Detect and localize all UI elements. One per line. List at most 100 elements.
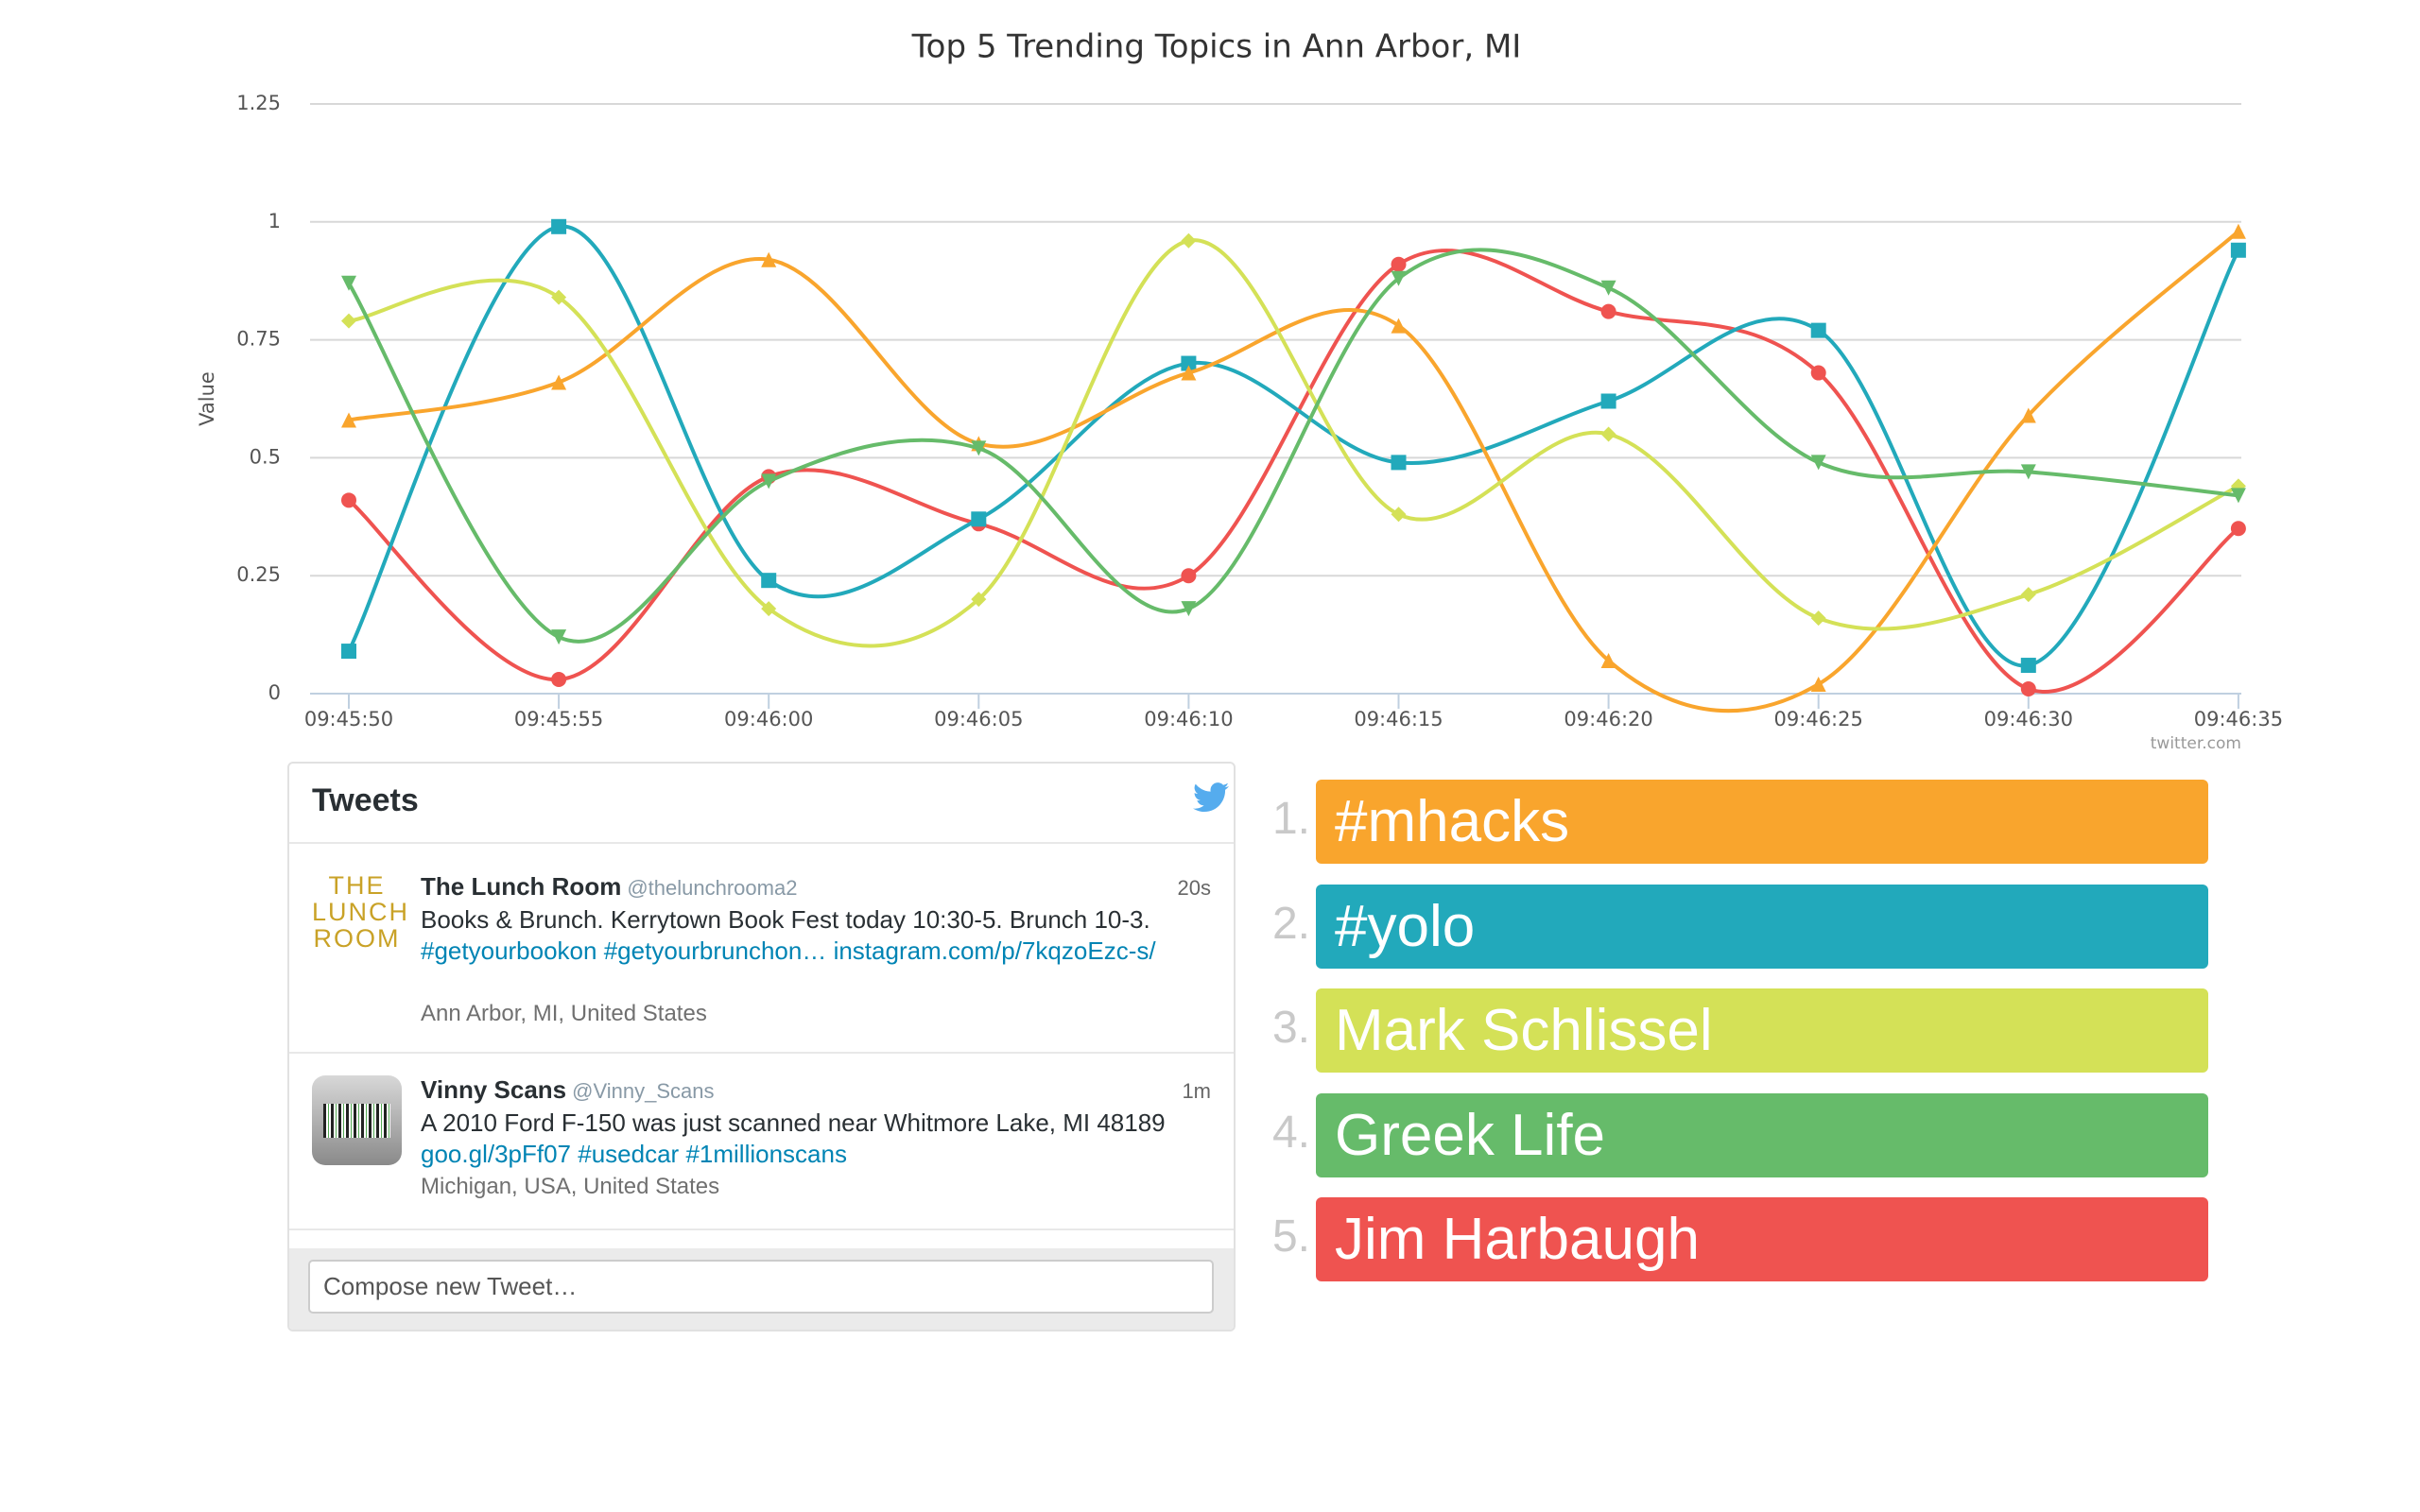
x-tick-label: 09:45:50 bbox=[304, 708, 393, 730]
tweet-author: Vinny Scans @Vinny_Scans bbox=[421, 1075, 715, 1105]
author-name: The Lunch Room bbox=[421, 872, 622, 901]
avatar-text: ROOM bbox=[313, 924, 401, 953]
author-name: Vinny Scans bbox=[421, 1075, 567, 1104]
x-tick-label: 09:46:00 bbox=[724, 708, 813, 730]
marker bbox=[2230, 488, 2246, 504]
series-line bbox=[347, 224, 2240, 668]
marker bbox=[551, 218, 567, 234]
series-line bbox=[347, 248, 2239, 644]
marker bbox=[971, 440, 987, 456]
separator bbox=[289, 1052, 1234, 1054]
trend-bar[interactable]: Jim Harbaugh bbox=[1316, 1197, 2208, 1281]
marker bbox=[1600, 393, 1616, 409]
x-tick-label: 09:46:10 bbox=[1144, 708, 1233, 730]
marker bbox=[2020, 407, 2036, 423]
marker bbox=[761, 573, 777, 589]
tweet-link[interactable]: #getyourbrunchon… bbox=[603, 936, 827, 965]
marker bbox=[761, 601, 777, 617]
marker bbox=[971, 511, 987, 527]
marker bbox=[341, 412, 356, 428]
author-handle: @Vinny_Scans bbox=[572, 1079, 715, 1103]
marker bbox=[2020, 658, 2036, 674]
x-tick-label: 09:46:05 bbox=[934, 708, 1023, 730]
compose-input[interactable]: Compose new Tweet… bbox=[308, 1260, 1214, 1314]
x-tick-label: 09:46:35 bbox=[2194, 708, 2283, 730]
marker bbox=[1600, 653, 1616, 669]
marker bbox=[1181, 355, 1197, 371]
y-tick-label: 1 bbox=[268, 210, 281, 232]
series-line bbox=[348, 230, 2240, 713]
tweets-widget: Tweets THE LUNCH ROOM The Lunch Room @thelun… bbox=[287, 762, 1236, 1332]
chart-title: Top 5 Trending Topics in Ann Arbor, MI bbox=[911, 28, 1522, 66]
tweet-time: 1m bbox=[1182, 1079, 1211, 1103]
series-line bbox=[347, 249, 2240, 694]
trend-bar[interactable]: Greek Life bbox=[1316, 1092, 2208, 1177]
marker bbox=[1391, 318, 1407, 334]
marker bbox=[341, 644, 356, 660]
tweet-link[interactable]: instagram.com/p/7kqzoEzc-s/ bbox=[833, 936, 1156, 965]
trend-bar[interactable]: #mhacks bbox=[1316, 780, 2208, 864]
marker bbox=[1810, 322, 1826, 338]
marker bbox=[1181, 568, 1197, 584]
series-line bbox=[348, 238, 2239, 648]
marker bbox=[1391, 507, 1407, 523]
tweet-link[interactable]: #1millionscans bbox=[685, 1140, 847, 1168]
marker bbox=[1810, 365, 1826, 381]
marker bbox=[1810, 455, 1826, 471]
marker bbox=[551, 289, 567, 305]
marker bbox=[1810, 610, 1826, 627]
marker bbox=[761, 251, 777, 267]
marker bbox=[2020, 587, 2036, 603]
x-tick-label: 09:45:55 bbox=[514, 708, 603, 730]
trend-rank: 2. bbox=[1271, 898, 1310, 949]
y-tick-label: 0 bbox=[268, 681, 281, 704]
marker bbox=[341, 492, 356, 508]
tweet-time: 20s bbox=[1177, 876, 1211, 900]
marker bbox=[1600, 303, 1616, 319]
x-tick-label: 09:46:20 bbox=[1564, 708, 1652, 730]
y-tick-label: 0.25 bbox=[236, 563, 281, 586]
marker bbox=[2230, 223, 2246, 239]
separator bbox=[289, 1228, 1234, 1230]
trend-bar[interactable]: #yolo bbox=[1316, 884, 2208, 969]
trend-rank: 1. bbox=[1271, 794, 1310, 844]
marker bbox=[1600, 426, 1616, 442]
x-tick-label: 09:46:25 bbox=[1774, 708, 1863, 730]
marker bbox=[1810, 677, 1826, 693]
tweet-link[interactable]: goo.gl/3pFf07 bbox=[421, 1140, 572, 1168]
twitter-icon bbox=[1193, 782, 1229, 813]
marker bbox=[2230, 521, 2246, 537]
tweet-link[interactable]: #usedcar bbox=[578, 1140, 680, 1168]
tweet-author: The Lunch Room @thelunchrooma2 bbox=[421, 872, 797, 902]
tweets-title: Tweets bbox=[312, 782, 419, 818]
tweet-location: Ann Arbor, MI, United States bbox=[421, 1001, 707, 1026]
marker bbox=[1600, 280, 1616, 296]
compose-area: Compose new Tweet… bbox=[289, 1248, 1234, 1330]
tweet-link[interactable]: #getyourbookon bbox=[421, 936, 597, 965]
tweet-body: Books & Brunch. Kerrytown Book Fest toda… bbox=[421, 904, 1215, 967]
y-tick-label: 0.5 bbox=[250, 445, 281, 468]
marker bbox=[2020, 681, 2036, 697]
y-tick-label: 1.25 bbox=[236, 92, 281, 114]
marker bbox=[551, 672, 567, 688]
marker bbox=[341, 313, 356, 329]
tweet-location: Michigan, USA, United States bbox=[421, 1174, 720, 1199]
barcode bbox=[323, 1104, 390, 1138]
trend-rank: 3. bbox=[1271, 1003, 1310, 1053]
separator bbox=[289, 842, 1234, 844]
marker bbox=[1181, 232, 1197, 249]
y-axis-title: Value bbox=[196, 371, 218, 426]
avatar: THE LUNCH ROOM bbox=[312, 872, 410, 962]
marker bbox=[1391, 256, 1407, 272]
chart: Top 5 Trending Topics in Ann Arbor, MI V… bbox=[196, 28, 2283, 754]
marker bbox=[1391, 455, 1407, 471]
trend-rank: 5. bbox=[1271, 1211, 1310, 1262]
marker bbox=[1391, 270, 1407, 286]
trend-bar[interactable]: Mark Schlissel bbox=[1316, 988, 2208, 1073]
marker bbox=[2230, 242, 2246, 258]
marker bbox=[1181, 601, 1197, 617]
avatar-text: LUNCH bbox=[312, 898, 410, 926]
marker bbox=[551, 374, 567, 390]
credits: twitter.com bbox=[2151, 734, 2241, 753]
